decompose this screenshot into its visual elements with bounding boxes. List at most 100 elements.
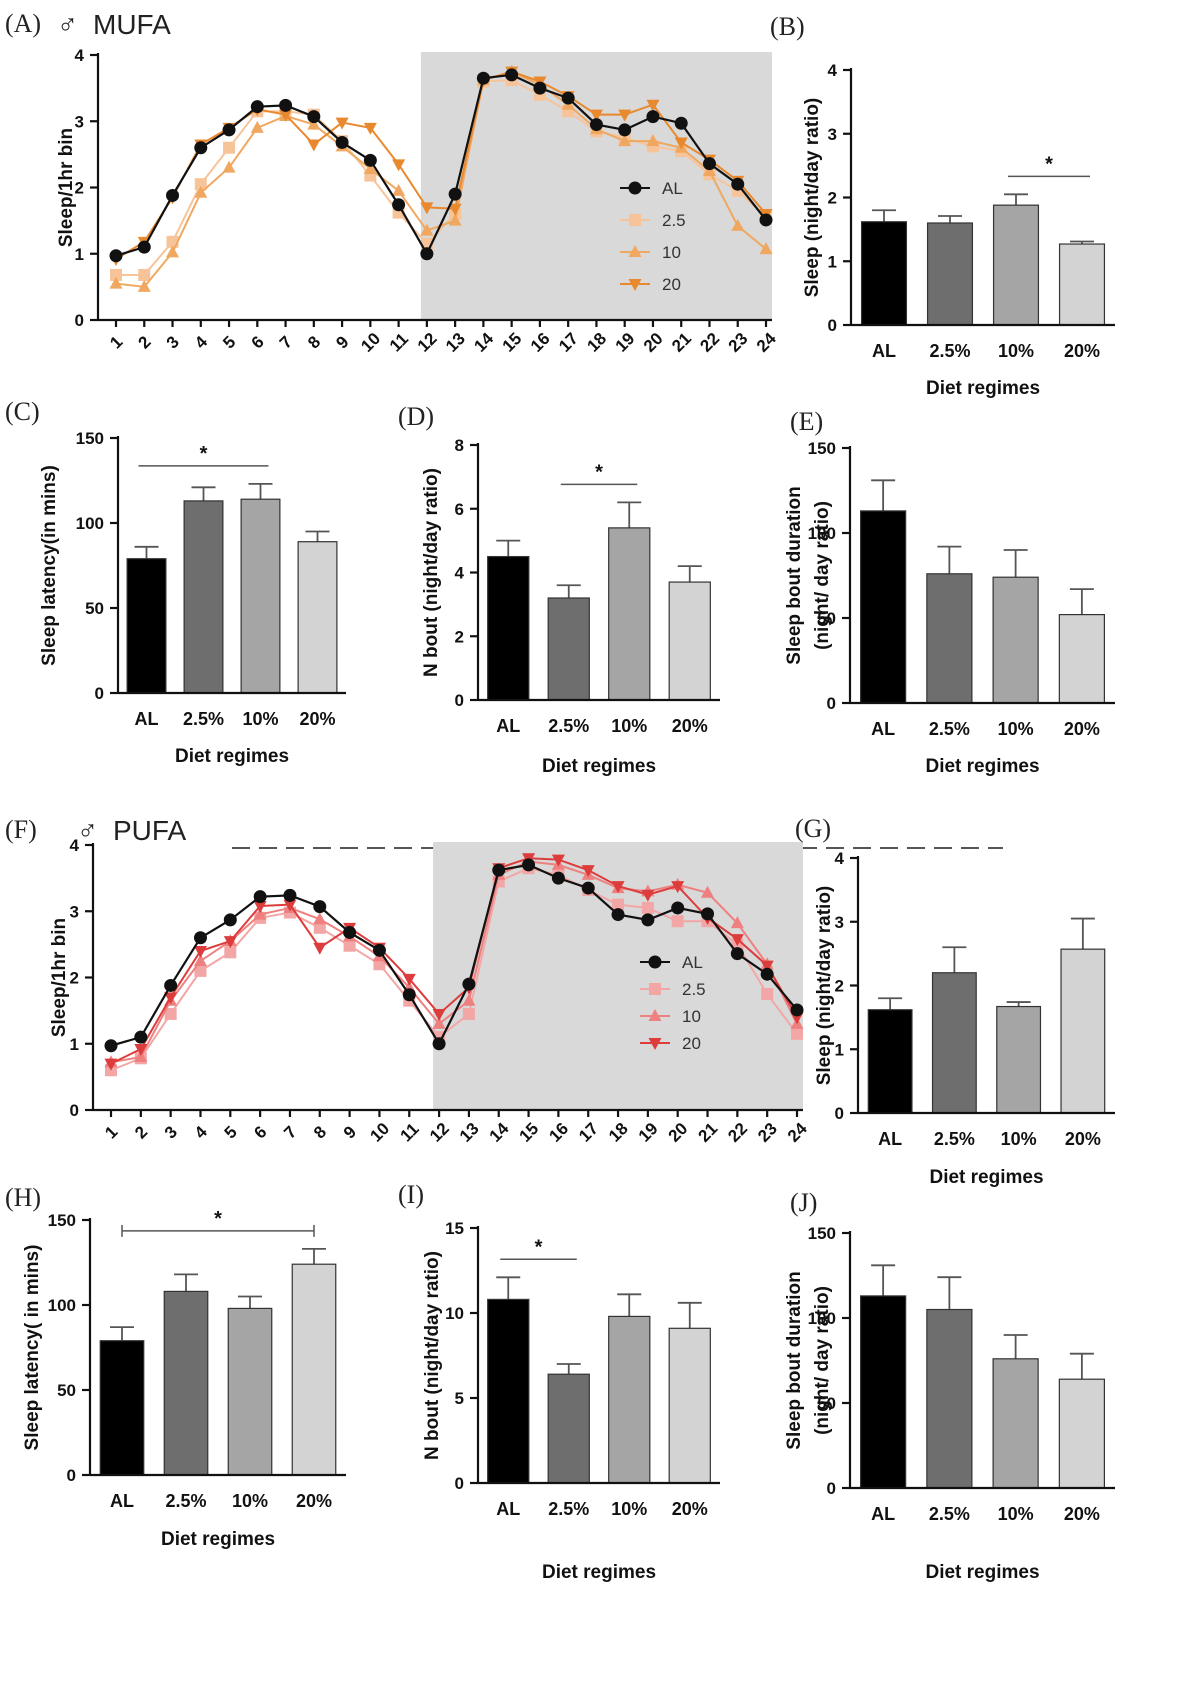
data-point — [581, 865, 595, 878]
data-point — [505, 68, 519, 82]
panel-letter: (B) — [770, 12, 805, 41]
y-tick-label: 100 — [808, 524, 836, 543]
bar-chart-panel-C: (C) 0 50 100 150 Sleep latency(in mins) AL 2.5%… — [5, 397, 346, 767]
dark-phase-shading — [420, 52, 772, 320]
data-point — [420, 223, 434, 236]
data-point — [448, 213, 462, 226]
y-tick-label: 15 — [445, 1219, 464, 1238]
x-category-label: 20% — [672, 716, 708, 736]
data-point — [701, 885, 715, 898]
data-point — [730, 934, 744, 947]
bar-AL — [860, 221, 908, 326]
data-point — [194, 141, 208, 155]
x-tick-label: 14 — [470, 329, 497, 356]
data-point — [730, 947, 744, 961]
x-tick-label: 10 — [366, 1119, 393, 1146]
data-point — [641, 901, 654, 914]
x-tick-label: 3 — [163, 332, 183, 352]
y-tick-label: 0 — [835, 1104, 844, 1123]
x-tick-label: 20 — [665, 1119, 692, 1146]
data-point — [194, 178, 207, 191]
data-point — [222, 160, 236, 173]
data-point — [551, 854, 565, 867]
y-tick-label: 3 — [835, 913, 844, 932]
significance-star: * — [535, 1236, 543, 1258]
data-point — [522, 858, 536, 872]
y-tick-label: 0 — [75, 311, 84, 330]
x-tick-label: 4 — [191, 332, 212, 353]
bar-10% — [608, 527, 651, 701]
panel-letter: (J) — [790, 1188, 817, 1217]
bar-chart-panel-I: (I) 0 5 10 15N bout (night/day ratio) AL 2.5% 1… — [398, 1180, 720, 1583]
data-point — [760, 967, 774, 981]
data-point — [253, 907, 267, 920]
legend-label: 2.5 — [682, 980, 706, 999]
data-point — [533, 81, 547, 95]
data-point — [402, 973, 416, 986]
x-tick-label: 19 — [635, 1119, 662, 1146]
data-point — [731, 218, 745, 231]
data-point — [104, 1058, 118, 1071]
y-tick-label: 0 — [455, 1474, 464, 1493]
y-tick-label: 0 — [95, 684, 104, 703]
bar-AL — [99, 1340, 145, 1476]
data-point — [313, 921, 326, 934]
x-category-label: AL — [496, 1499, 520, 1519]
x-category-label: 2.5% — [929, 719, 970, 739]
x-tick-label: 3 — [161, 1122, 181, 1142]
data-point — [137, 240, 151, 254]
bar-2.5% — [547, 1373, 590, 1484]
data-point — [612, 898, 625, 911]
x-tick-label: 10 — [357, 329, 384, 356]
x-category-label: 20% — [1064, 341, 1100, 361]
data-point — [104, 1039, 118, 1053]
data-point — [223, 913, 237, 927]
x-tick-label: 13 — [456, 1119, 483, 1146]
bar-AL — [487, 555, 530, 701]
legend: AL 2.5 10 20 — [620, 179, 686, 294]
bar-10% — [992, 576, 1039, 704]
x-tick-label: 8 — [310, 1122, 330, 1142]
data-point — [109, 249, 123, 263]
bar-20% — [668, 581, 711, 701]
data-point — [134, 1030, 148, 1044]
x-tick-label: 2 — [131, 1122, 151, 1142]
data-point — [392, 198, 406, 212]
x-category-label: 10% — [232, 1491, 268, 1511]
legend-swatch-marker — [629, 214, 641, 226]
y-axis-title: Sleep/1hr bin — [56, 128, 77, 247]
data-point — [392, 159, 406, 172]
x-axis-title: Diet regimes — [925, 756, 1039, 777]
y-tick-label: 3 — [70, 902, 79, 921]
x-tick-label: 5 — [219, 332, 239, 352]
y-tick-label: 2 — [75, 179, 84, 198]
y-axis-title: Sleep (night/day ratio) — [814, 886, 835, 1086]
x-axis-title: Diet regimes — [175, 746, 289, 767]
bar-20% — [291, 1263, 337, 1476]
bar-10% — [227, 1307, 273, 1476]
x-category-label: 2.5% — [929, 1504, 970, 1524]
y-tick-label: 4 — [835, 849, 845, 868]
series-line — [110, 857, 798, 1065]
x-tick-label: 18 — [605, 1119, 632, 1146]
legend-swatch-marker — [649, 983, 661, 995]
x-axis-title: Diet regimes — [542, 1562, 656, 1583]
y-tick-label: 1 — [70, 1035, 79, 1054]
data-point — [420, 202, 434, 215]
x-category-label: AL — [878, 1129, 902, 1149]
legend-swatch-marker — [628, 279, 642, 291]
x-tick-label: 11 — [397, 1119, 423, 1145]
bar-2.5% — [931, 972, 977, 1114]
y-tick-label: 0 — [827, 694, 836, 713]
data-point — [137, 279, 151, 292]
y-axis-title-line2: (night/ day ratio) — [812, 501, 833, 650]
bar-10% — [608, 1315, 651, 1484]
y-tick-label: 100 — [808, 1309, 836, 1328]
x-tick-label: 17 — [575, 1119, 602, 1146]
legend-label: 20 — [682, 1034, 701, 1053]
data-point — [109, 276, 123, 289]
x-tick-label: 18 — [583, 329, 610, 356]
y-tick-label: 4 — [70, 836, 80, 855]
